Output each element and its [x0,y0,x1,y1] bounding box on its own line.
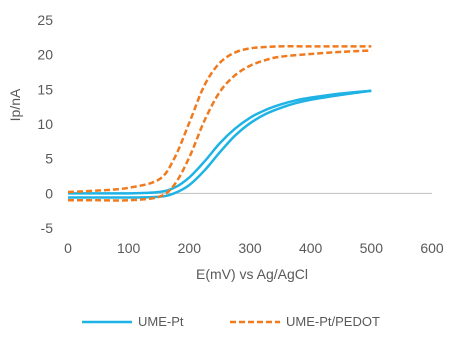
x-axis-ticks: 0 100 200 300 400 500 600 [64,240,444,256]
x-tick-label: 0 [64,240,72,256]
series-line-ume-pt-pedot-reverse [67,49,372,202]
legend: UME-Pt UME-Pt/PEDOT [82,314,380,329]
x-tick-label: 600 [420,240,444,256]
x-tick-label: 400 [299,240,323,256]
y-tick-label: 25 [37,12,53,28]
y-tick-label: 0 [45,185,53,201]
y-tick-label: -5 [41,220,54,236]
legend-label-ume-pt: UME-Pt [138,314,184,329]
series-line-ume-pt-forward [67,89,372,195]
y-tick-label: 10 [37,116,53,132]
series-line-ume-pt-reverse [67,89,372,199]
series-layer [67,45,372,202]
y-tick-label: 5 [45,151,53,167]
y-tick-label: 20 [37,47,53,63]
legend-label-ume-pt-pedot: UME-Pt/PEDOT [286,314,380,329]
y-axis-ticks: -5 0 5 10 15 20 25 [37,12,53,236]
x-tick-label: 500 [360,240,384,256]
x-tick-label: 300 [238,240,262,256]
x-axis-label: E(mV) vs Ag/AgCl [196,266,308,282]
y-axis-label: Ip/nA [7,88,23,121]
x-tick-label: 200 [178,240,202,256]
x-tick-label: 100 [117,240,141,256]
y-tick-label: 15 [37,81,53,97]
series-line-ume-pt-pedot-forward [67,45,372,194]
